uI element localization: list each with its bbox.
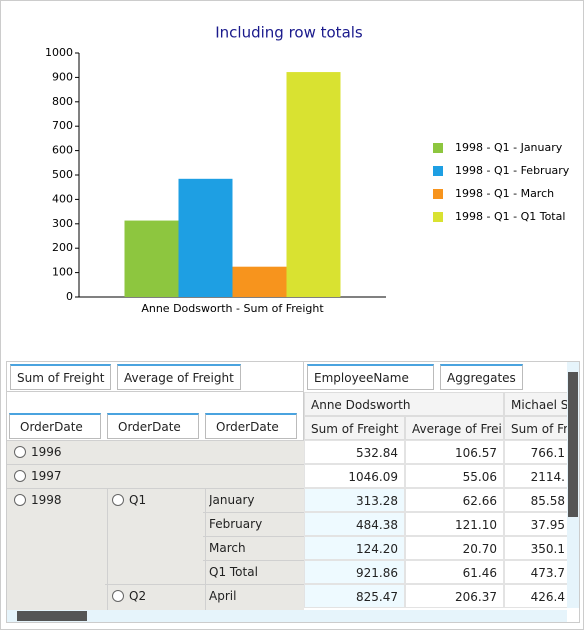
- cell: 121.10: [405, 512, 504, 536]
- y-tick-label: 200: [52, 241, 73, 254]
- row-separator: [203, 512, 304, 513]
- row-header: February: [209, 517, 263, 531]
- column-divider: [107, 488, 108, 610]
- legend-swatch: [433, 189, 443, 199]
- y-tick-label: 600: [52, 144, 73, 157]
- row-separator: [7, 488, 304, 489]
- column-header: Michael Su: [504, 392, 572, 416]
- cell: 37.95: [504, 512, 572, 536]
- expand-button[interactable]: [112, 494, 124, 506]
- y-tick-label: 100: [52, 266, 73, 279]
- row-separator: [203, 560, 304, 561]
- column-field[interactable]: EmployeeName: [307, 364, 434, 390]
- legend-label: 1998 - Q1 - February: [455, 164, 570, 177]
- cell: 313.28: [304, 488, 405, 512]
- row-field[interactable]: OrderDate: [205, 413, 297, 439]
- column-field[interactable]: Aggregates: [440, 364, 523, 390]
- y-tick-label: 1000: [45, 46, 73, 59]
- cell: 106.57: [405, 440, 504, 464]
- row-header: April: [209, 589, 237, 603]
- expand-button[interactable]: [14, 470, 26, 482]
- expand-button[interactable]: [14, 494, 26, 506]
- cell: 61.46: [405, 560, 504, 584]
- y-tick-label: 800: [52, 95, 73, 108]
- column-divider: [205, 488, 206, 610]
- y-tick-label: 700: [52, 119, 73, 132]
- y-tick-label: 900: [52, 70, 73, 83]
- row-header: January: [209, 493, 255, 507]
- legend-label: 1998 - Q1 - Q1 Total: [455, 210, 565, 223]
- cell: 62.66: [405, 488, 504, 512]
- row-separator: [7, 440, 304, 441]
- cell: 55.06: [405, 464, 504, 488]
- aggregate-header: Sum of Freight: [304, 416, 405, 440]
- cell: 350.1: [504, 536, 572, 560]
- bar: [124, 220, 179, 297]
- aggregate-header: Average of Frei: [405, 416, 504, 440]
- x-tick-label: Anne Dodsworth - Sum of Freight: [141, 302, 324, 315]
- cell: 124.20: [304, 536, 405, 560]
- row-field[interactable]: OrderDate: [9, 413, 101, 439]
- row-header: March: [209, 541, 246, 555]
- column-header: Anne Dodsworth: [304, 392, 504, 416]
- cell: 426.4: [504, 584, 572, 608]
- y-tick-label: 300: [52, 217, 73, 230]
- cell: 921.86: [304, 560, 405, 584]
- y-tick-label: 400: [52, 192, 73, 205]
- row-header: Q1 Total: [209, 565, 258, 579]
- y-tick-label: 0: [66, 290, 73, 303]
- bar: [178, 178, 233, 297]
- h-scrollbar: [7, 610, 567, 622]
- legend-label: 1998 - Q1 - January: [455, 141, 563, 154]
- row-header: 1997: [31, 469, 62, 483]
- divider: [303, 362, 304, 440]
- legend-swatch: [433, 143, 443, 153]
- chart: Including row totals 0 100 200 300 400 500 600…: [45, 24, 570, 316]
- aggregate-header: Sum of Fre: [504, 416, 572, 440]
- row-header: Q2: [129, 589, 147, 603]
- row-header: 1998: [31, 493, 62, 507]
- row-separator: [7, 464, 304, 465]
- row-header: Q1: [129, 493, 147, 507]
- cell: 2114.: [504, 464, 572, 488]
- row-header: 1996: [31, 445, 62, 459]
- cell: 825.47: [304, 584, 405, 608]
- pivot-grid: Sum of Freight Average of Freight Employee…: [6, 361, 580, 623]
- row-separator: [105, 584, 304, 585]
- y-tick-label: 500: [52, 168, 73, 181]
- divider: [7, 391, 303, 392]
- bar: [286, 72, 341, 297]
- row-field[interactable]: OrderDate: [107, 413, 199, 439]
- cell: 85.58: [504, 488, 572, 512]
- cell: 532.84: [304, 440, 405, 464]
- expand-button[interactable]: [112, 590, 124, 602]
- cell: 473.7: [504, 560, 572, 584]
- legend-label: 1998 - Q1 - March: [455, 187, 554, 200]
- row-separator: [203, 536, 304, 537]
- cell: 766.1: [504, 440, 572, 464]
- cell: 1046.09: [304, 464, 405, 488]
- legend-swatch: [433, 166, 443, 176]
- legend-swatch: [433, 212, 443, 222]
- filter-field[interactable]: Average of Freight: [117, 364, 241, 390]
- row-header-area: [7, 440, 304, 610]
- h-thumb: [17, 611, 87, 621]
- chart-title: Including row totals: [215, 24, 363, 42]
- expand-button[interactable]: [14, 446, 26, 458]
- v-thumb: [568, 372, 578, 517]
- cell: 20.70: [405, 536, 504, 560]
- cell: 484.38: [304, 512, 405, 536]
- filter-field[interactable]: Sum of Freight: [10, 364, 112, 390]
- bar: [232, 266, 287, 297]
- cell: 206.37: [405, 584, 504, 608]
